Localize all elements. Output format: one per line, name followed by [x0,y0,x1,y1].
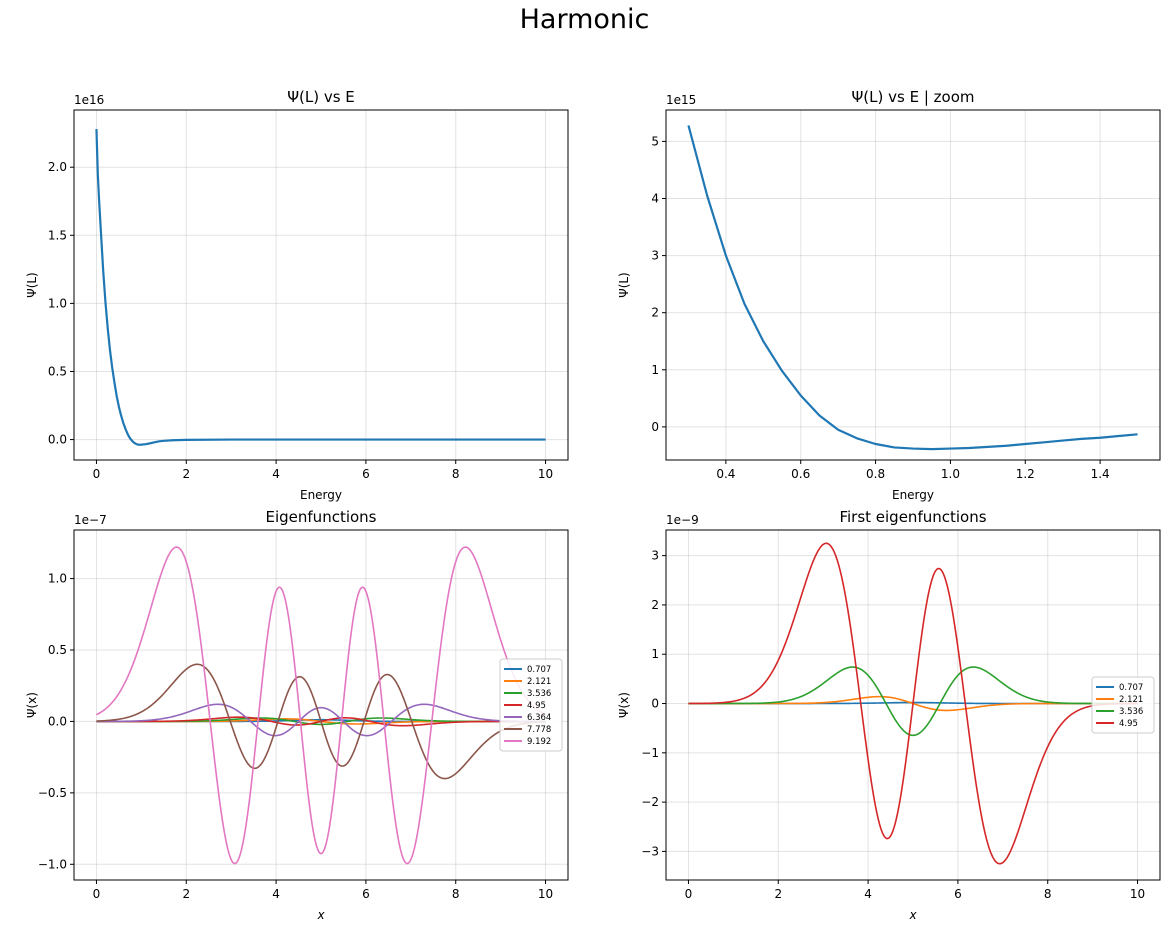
y-tick-label: −1 [641,746,659,760]
x-tick-label: 4 [272,467,280,481]
x-tick-label: 0 [93,887,101,901]
x-tick-label: 6 [362,887,370,901]
y-tick-label: 2 [651,306,659,320]
y-tick-label: 0.5 [48,643,67,657]
legend-label: 3.536 [1119,707,1143,717]
x-tick-label: 6 [954,887,962,901]
axis-scale-label: 1e−9 [666,513,699,527]
y-axis-label: Ψ(L) [617,272,631,298]
y-tick-label: 3 [651,249,659,263]
x-tick-label: 0.8 [866,467,885,481]
axes-frame [665,529,1161,881]
series-line-0 [687,125,1138,451]
y-tick-label: 5 [651,134,659,148]
x-tick-label: 6 [362,467,370,481]
x-tick-label: 0.6 [791,467,810,481]
x-tick-label: 10 [538,467,553,481]
chart-title: Eigenfunctions [266,508,377,526]
series-line-0 [95,129,546,446]
y-tick-label: 1.0 [48,296,67,310]
legend-label: 0.707 [527,665,551,675]
y-axis-label: Ψ(x) [617,692,631,718]
chart-p2: 0 2 4 6 8 10 −1.0 −0.5 0.0 0.5 1.0 1e−7 Eigenfunctio… [25,508,569,922]
x-tick-label: 10 [1130,887,1145,901]
x-tick-label: 2 [182,467,190,481]
y-tick-label: 3 [651,549,659,563]
x-tick-label: 8 [452,467,460,481]
x-tick-label: 8 [1044,887,1052,901]
legend-label: 2.121 [1119,695,1143,705]
axis-scale-label: 1e15 [666,93,696,107]
x-tick-label: 8 [452,887,460,901]
y-tick-label: −0.5 [38,786,67,800]
y-tick-label: 1 [651,647,659,661]
x-tick-label: 4 [864,887,872,901]
legend-label: 6.364 [527,713,551,723]
y-tick-label: 1.0 [48,572,67,586]
y-tick-label: 0 [651,420,659,434]
legend: 0.707 2.121 3.536 4.95 [1091,676,1155,734]
chart-title: Ψ(L) vs E | zoom [851,88,974,106]
figure-title: Harmonic [519,4,650,35]
x-tick-label: 1.0 [941,467,960,481]
x-tick-label: 2 [182,887,190,901]
chart-title: Ψ(L) vs E [287,88,355,106]
x-axis-label: Energy [892,488,934,502]
legend-frame [1091,676,1155,734]
x-tick-label: 1.2 [1016,467,1035,481]
y-tick-label: −3 [641,844,659,858]
y-axis-label: Ψ(x) [25,692,39,718]
x-axis-label: x [316,908,325,922]
axes-frame [73,529,569,881]
axes-frame [665,109,1161,461]
legend: 0.707 2.121 3.536 4.95 6.364 7.778 9.192 [499,658,563,752]
x-tick-label: 0 [93,467,101,481]
legend-label: 4.95 [1119,719,1138,729]
y-tick-label: 0.0 [48,714,67,728]
series-line-4.95 [688,542,1138,865]
y-tick-label: 2 [651,598,659,612]
series-line-6.364 [96,703,546,737]
chart-p3: 0 2 4 6 8 10 −3 −2 −1 0 1 2 3 1e−9 First eigenfunction… [617,508,1161,922]
x-tick-label: 1.4 [1091,467,1110,481]
series-line-3.536 [688,666,1138,737]
y-tick-label: −2 [641,795,659,809]
axis-scale-label: 1e−7 [74,513,107,527]
x-tick-label: 10 [538,887,553,901]
series-line-9.192 [96,546,546,865]
legend-label: 9.192 [527,737,551,747]
chart-title: First eigenfunctions [839,508,986,526]
legend-label: 0.707 [1119,683,1143,693]
y-tick-label: −1.0 [38,857,67,871]
x-axis-label: x [908,908,917,922]
legend-label: 2.121 [527,677,551,687]
y-axis-label: Ψ(L) [25,272,39,298]
chart-p1: 0.4 0.6 0.8 1.0 1.2 1.4 0 1 2 3 4 5 1e15 Ψ(L) vs E | … [617,88,1161,502]
x-tick-label: 4 [272,887,280,901]
y-tick-label: 0 [651,697,659,711]
y-tick-label: 4 [651,191,659,205]
x-axis-label: Energy [300,488,342,502]
legend-label: 3.536 [527,689,551,699]
axis-scale-label: 1e16 [74,93,104,107]
series-line-7.778 [96,663,546,780]
x-tick-label: 0 [685,887,693,901]
y-tick-label: 0.5 [48,364,67,378]
x-tick-label: 2 [774,887,782,901]
y-tick-label: 0.0 [48,433,67,447]
y-tick-label: 1.5 [48,228,67,242]
x-tick-label: 0.4 [716,467,735,481]
y-tick-label: 1 [651,363,659,377]
legend-label: 7.778 [527,725,551,735]
chart-p0: 0 2 4 6 8 10 0.0 0.5 1.0 1.5 2.0 1e16 Ψ(L) vs E Energ… [25,88,569,502]
legend-label: 4.95 [527,701,546,711]
axes-frame [73,109,569,461]
y-tick-label: 2.0 [48,160,67,174]
